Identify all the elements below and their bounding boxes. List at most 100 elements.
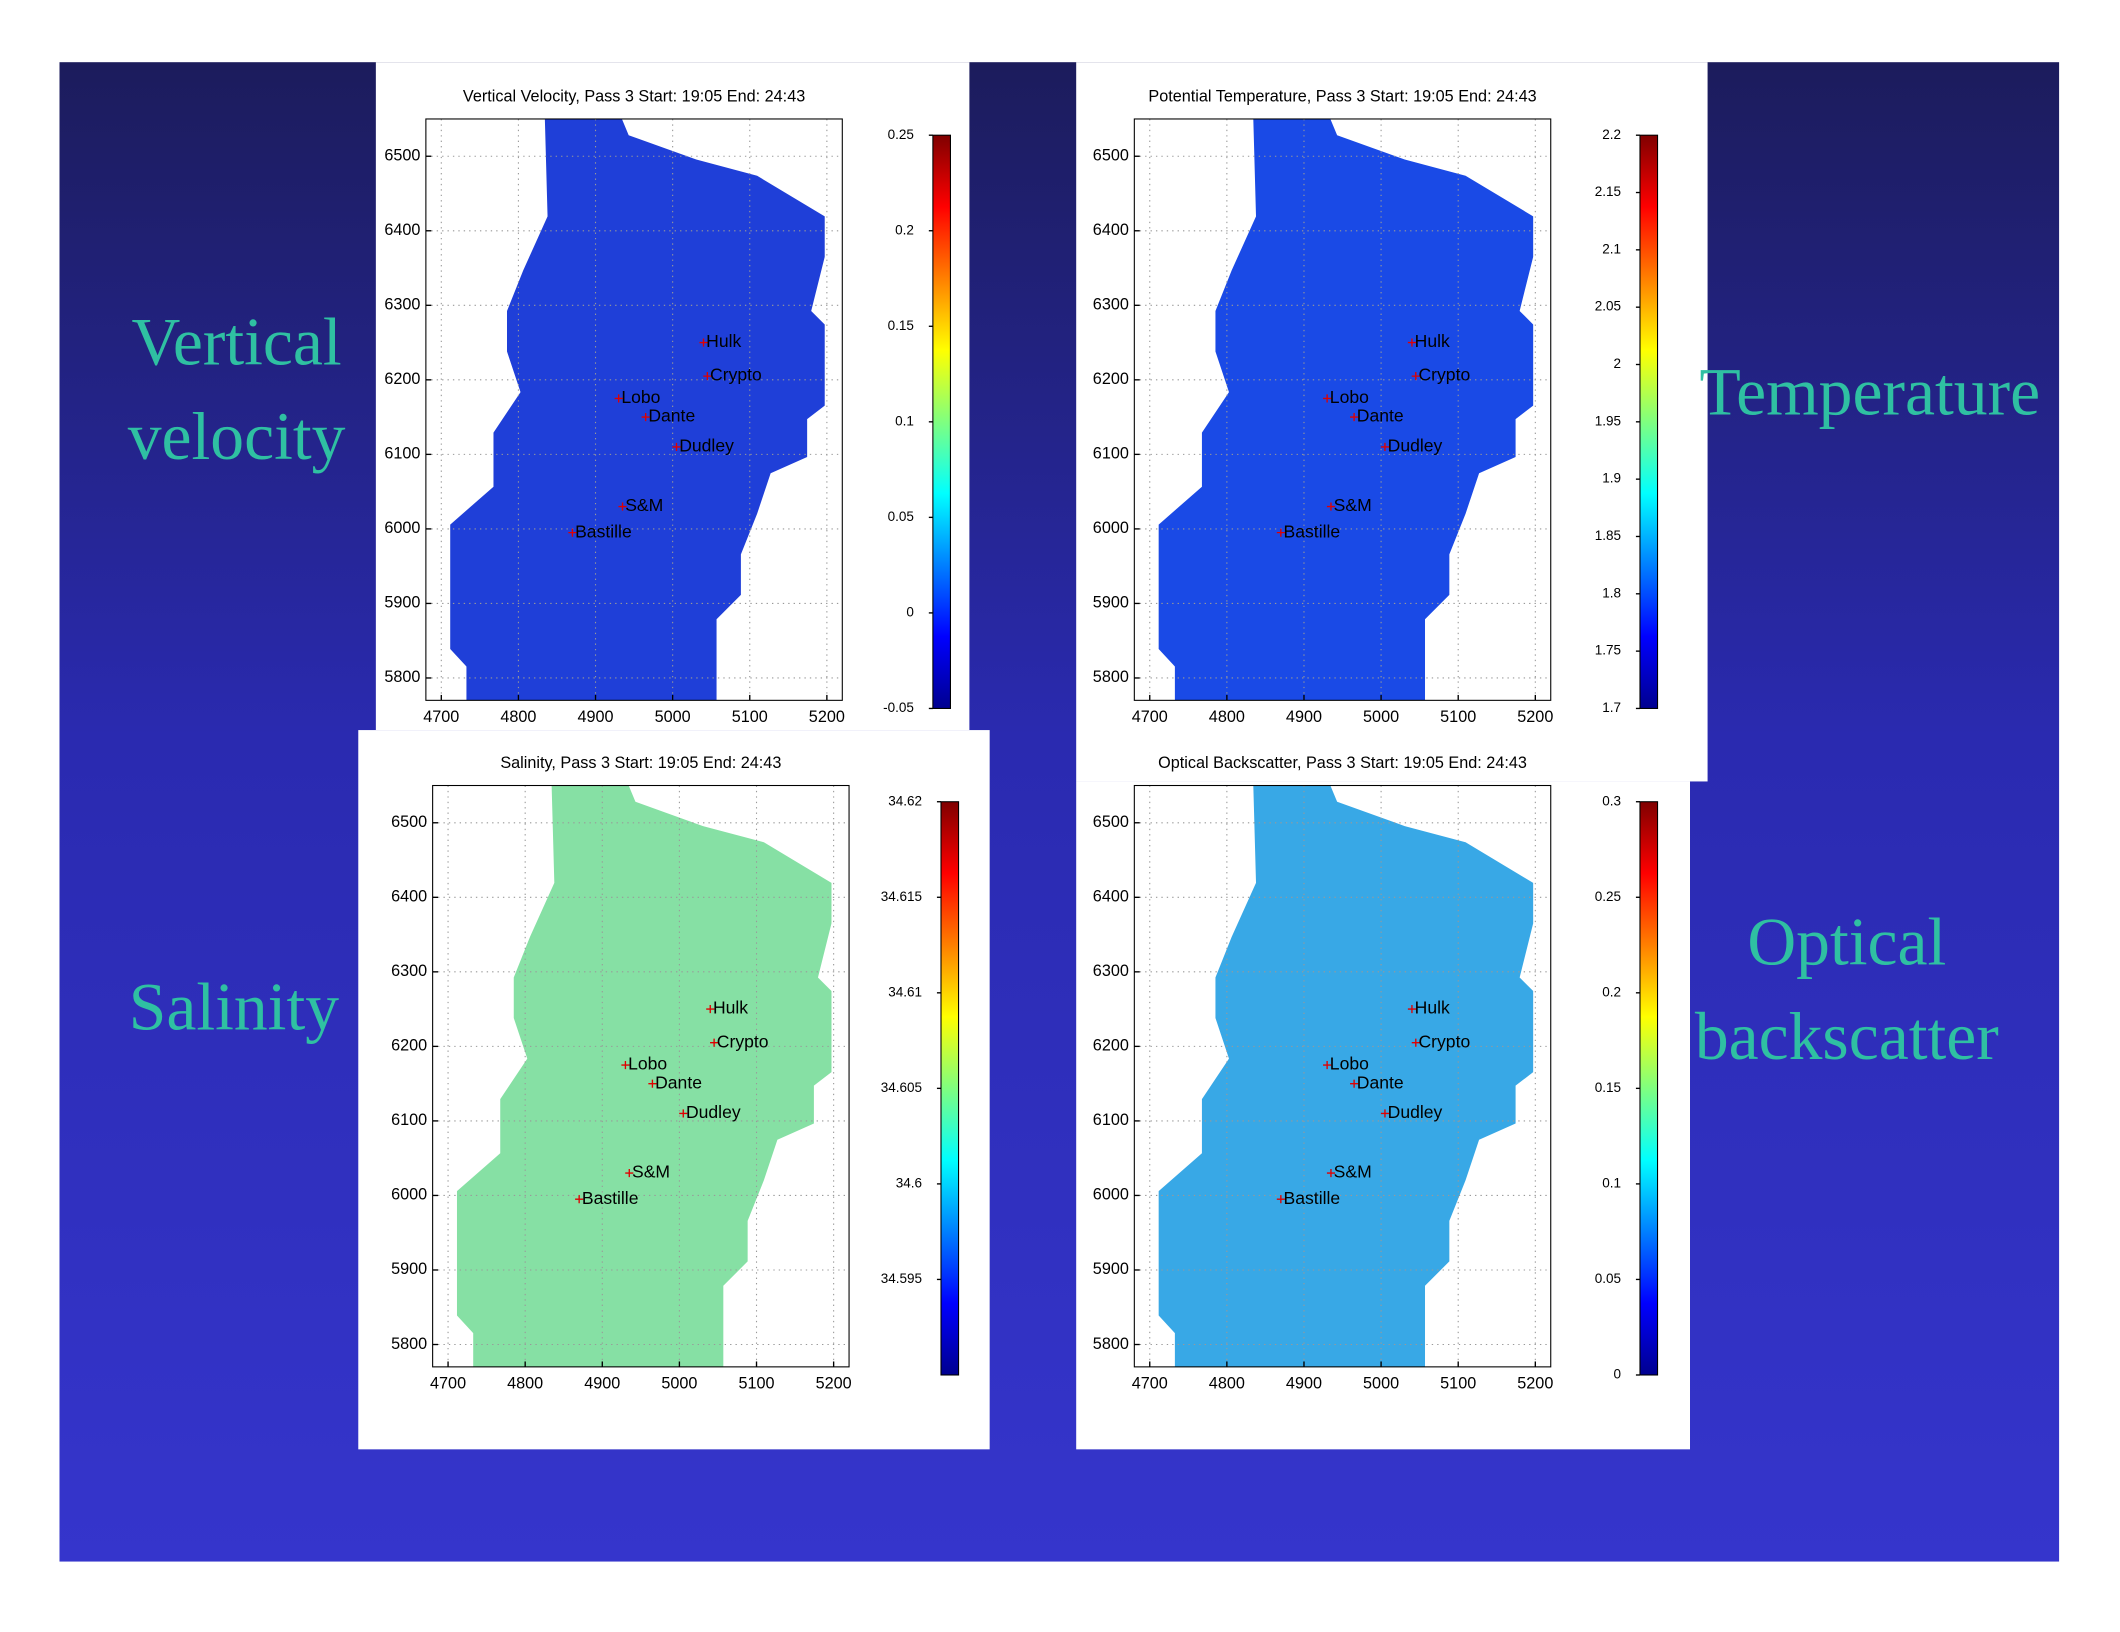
site-marker: [1326, 1169, 1336, 1178]
site-marker: [1380, 442, 1390, 451]
y-tick-label: 6200: [384, 370, 420, 388]
site-label: Dudley: [679, 436, 734, 456]
y-tick-label: 5800: [1093, 668, 1129, 686]
x-tick-label: 4800: [1209, 1375, 1245, 1393]
side-label: Salinity: [129, 970, 340, 1045]
colorbar: [1639, 801, 1659, 1376]
colorbar-tick-label: 0.15: [1595, 1080, 1621, 1095]
site-marker: [703, 372, 712, 381]
y-tick-label: 6000: [384, 519, 420, 537]
y-tick-label: 6100: [391, 1111, 427, 1129]
site-marker: [1411, 1038, 1420, 1047]
colorbar-tick-label: 34.595: [881, 1271, 922, 1286]
site-marker: [1380, 1109, 1390, 1118]
colorbar-tick-label: 0.3: [1602, 793, 1621, 808]
axes-box: [432, 784, 850, 1368]
y-tick-label: 6500: [1093, 813, 1129, 831]
site-label: Crypto: [710, 365, 762, 385]
site-label: Bastille: [1284, 1188, 1341, 1208]
colorbar-tick-label: 34.6: [896, 1175, 922, 1190]
colorbar-tick-label: 2.05: [1595, 299, 1621, 314]
site-label: S&M: [1334, 495, 1372, 515]
site-label: S&M: [632, 1162, 670, 1182]
y-tick-label: 6200: [1093, 370, 1129, 388]
colorbar-tick-label: 0.2: [1602, 984, 1621, 999]
survey-field: [450, 118, 825, 701]
survey-field: [1158, 118, 1534, 701]
y-tick-label: 5900: [384, 594, 420, 612]
colorbar-tick-label: 0.05: [888, 509, 914, 524]
site-marker: [1326, 502, 1336, 511]
site-marker: [1276, 528, 1285, 537]
colorbar-tick-label: 1.8: [1602, 585, 1621, 600]
site-label: Dudley: [686, 1102, 741, 1122]
y-tick-label: 6300: [1093, 296, 1129, 314]
site-label: Hulk: [1415, 998, 1450, 1018]
colorbar-tick-label: 0.15: [888, 318, 914, 333]
survey-field: [1158, 785, 1534, 1367]
x-tick-label: 5100: [1440, 708, 1476, 726]
x-tick-label: 4900: [1286, 708, 1322, 726]
site-marker: [625, 1169, 634, 1178]
site-label: Bastille: [1284, 521, 1341, 541]
y-tick-label: 6000: [1093, 1186, 1129, 1204]
colorbar-tick-label: 0.1: [1602, 1175, 1621, 1190]
chart-title: Potential Temperature, Pass 3 Start: 19:…: [1148, 88, 1536, 106]
chart-title: Salinity, Pass 3 Start: 19:05 End: 24:43: [500, 754, 781, 772]
site-label: Crypto: [717, 1031, 769, 1051]
site-label: Hulk: [1415, 331, 1450, 351]
y-tick-label: 6200: [1093, 1037, 1129, 1055]
chart-title: Vertical Velocity, Pass 3 Start: 19:05 E…: [463, 88, 805, 106]
y-tick-label: 6400: [384, 221, 420, 239]
x-tick-label: 4800: [500, 708, 536, 726]
colorbar-tick-label: 0.2: [895, 222, 914, 237]
y-tick-label: 5900: [1093, 594, 1129, 612]
colorbar-tick-label: 0.05: [1595, 1271, 1621, 1286]
site-label: Crypto: [1418, 1031, 1470, 1051]
site-marker: [1407, 1005, 1416, 1014]
chart: Potential Temperature, Pass 3 Start: 19:…: [1093, 88, 1659, 726]
site-marker: [1323, 394, 1332, 403]
site-label: S&M: [625, 495, 663, 515]
site-label: Crypto: [1418, 365, 1470, 385]
colorbar-tick-label: 2.2: [1602, 127, 1621, 142]
site-label: Lobo: [1330, 1054, 1369, 1074]
chart-title: Optical Backscatter, Pass 3 Start: 19:05…: [1158, 754, 1527, 772]
y-tick-label: 6300: [1093, 962, 1129, 980]
colorbar-tick-label: 1.9: [1602, 471, 1621, 486]
site-marker: [706, 1005, 715, 1014]
axes-box: [425, 118, 843, 701]
site-label: S&M: [1334, 1162, 1372, 1182]
site-marker: [1411, 372, 1420, 381]
site-marker: [1276, 1195, 1285, 1204]
site-marker: [699, 338, 708, 347]
x-tick-label: 4700: [430, 1375, 466, 1393]
x-tick-label: 5200: [809, 708, 845, 726]
y-tick-label: 6100: [1093, 445, 1129, 463]
site-marker: [1407, 338, 1416, 347]
x-tick-label: 4800: [1209, 708, 1245, 726]
side-label: Vertical: [132, 304, 342, 379]
site-marker: [1350, 1079, 1359, 1088]
site-marker: [575, 1195, 584, 1204]
y-tick-label: 6300: [384, 296, 420, 314]
y-tick-label: 6100: [1093, 1111, 1129, 1129]
site-label: Dante: [655, 1072, 702, 1092]
y-tick-label: 6500: [1093, 147, 1129, 165]
y-tick-label: 6300: [391, 962, 427, 980]
side-label: Temperature: [1700, 354, 2041, 429]
y-tick-label: 6500: [391, 813, 427, 831]
x-tick-label: 5200: [1517, 1375, 1553, 1393]
colorbar-tick-label: 2: [1614, 356, 1622, 371]
site-marker: [618, 502, 627, 511]
side-label: velocity: [128, 399, 346, 474]
site-marker: [648, 1079, 657, 1088]
y-tick-label: 5800: [391, 1335, 427, 1353]
x-tick-label: 4700: [1132, 1375, 1168, 1393]
x-tick-label: 5000: [655, 708, 691, 726]
colorbar-tick-label: 0.1: [895, 413, 914, 428]
site-label: Bastille: [582, 1188, 639, 1208]
colorbar: [932, 134, 951, 709]
